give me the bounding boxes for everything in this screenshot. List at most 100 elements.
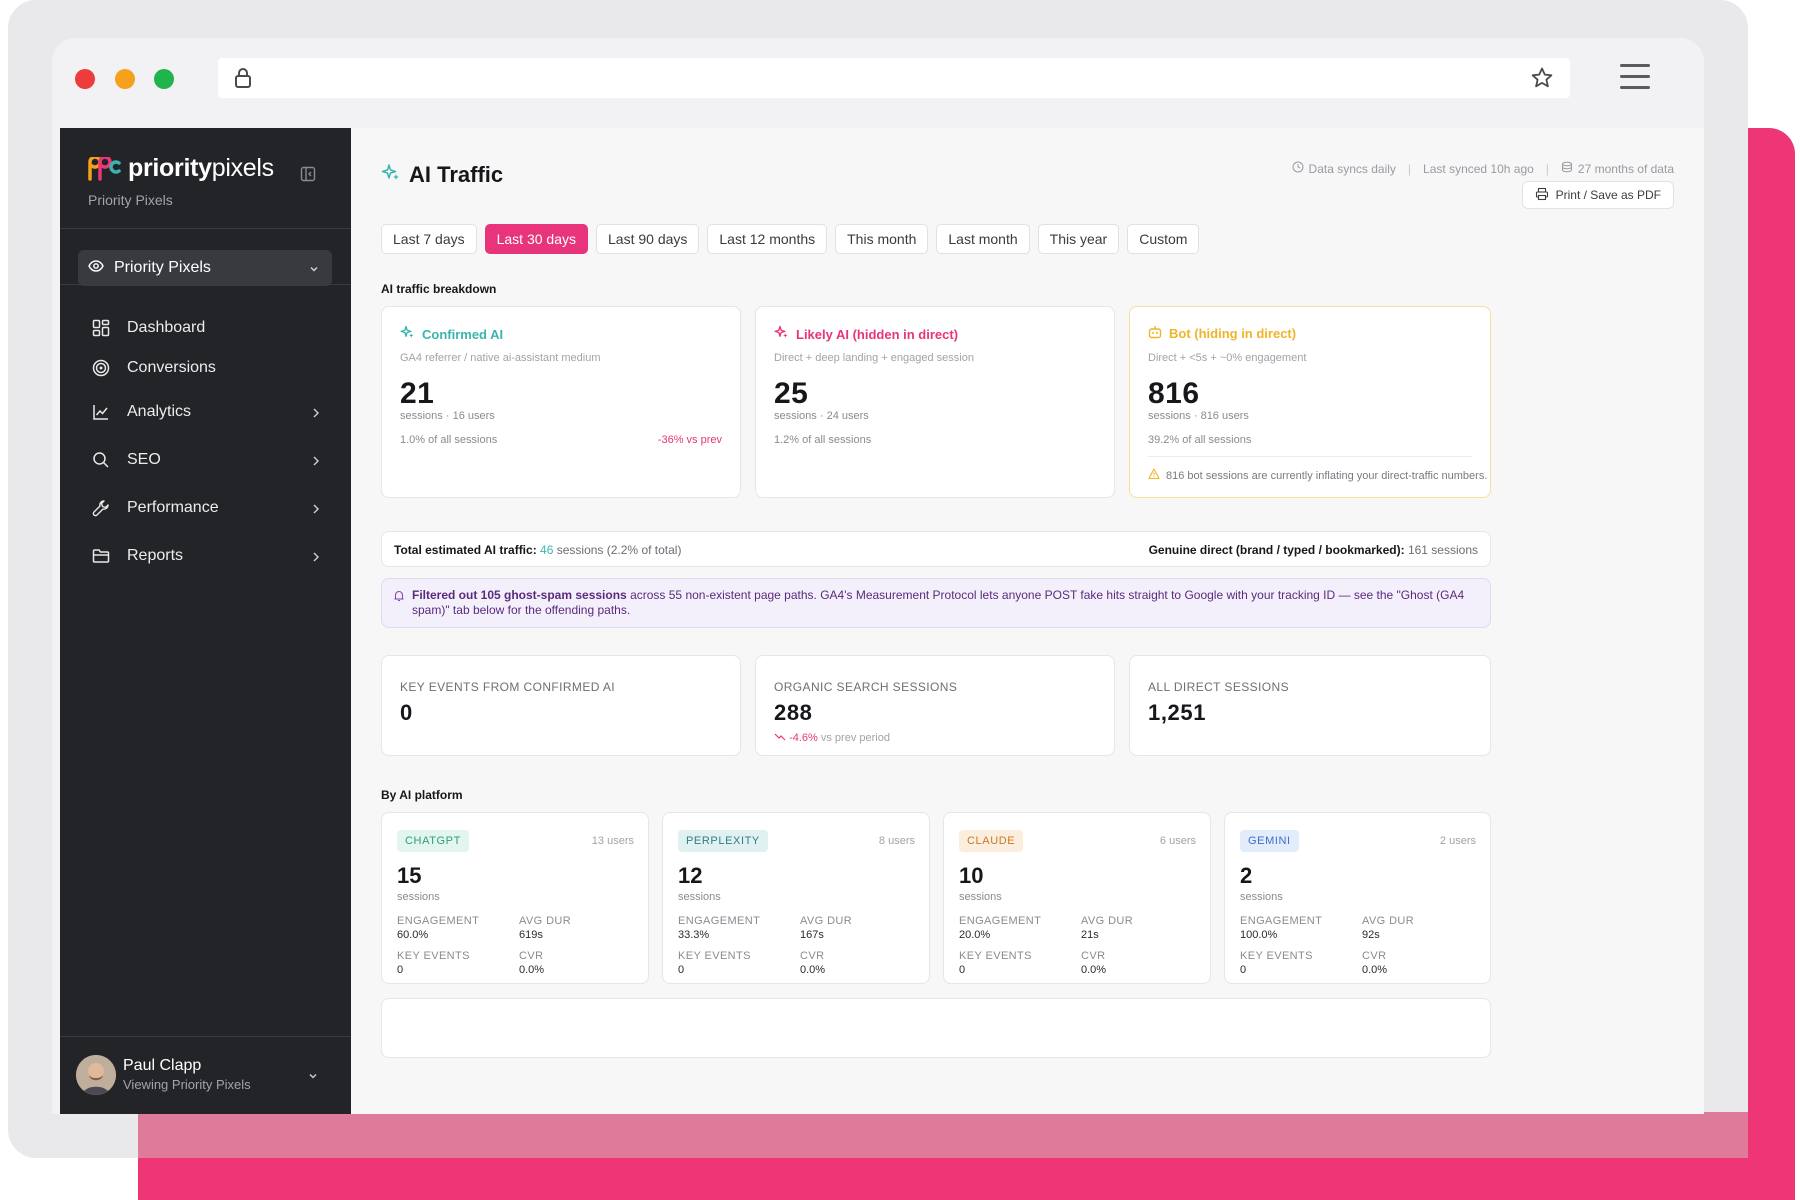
stat-card-all-direct: ALL DIRECT SESSIONS 1,251 [1129, 655, 1491, 756]
likely-ai-card: Likely AI (hidden in direct) Direct + de… [755, 306, 1115, 498]
bot-warning-text: 816 bot sessions are currently inflating… [1166, 469, 1488, 482]
last-synced: Last synced 10h ago [1423, 161, 1534, 176]
metric-value: 167s [800, 929, 824, 941]
sidebar-divider [60, 284, 351, 285]
metric-value: 33.3% [678, 929, 710, 941]
metric-value: 0 [678, 964, 685, 976]
stat-card-organic-search: ORGANIC SEARCH SESSIONS 288 -4.6% vs pre… [755, 655, 1115, 756]
property-selector[interactable]: Priority Pixels [78, 250, 332, 286]
card-divider [1148, 456, 1472, 457]
metric-label: KEY EVENTS [959, 950, 1032, 962]
platform-badge: PERPLEXITY [678, 830, 768, 852]
sidebar-item-reports[interactable]: Reports [60, 532, 351, 580]
target-icon [90, 357, 112, 379]
platform-sessions-label: sessions [397, 891, 440, 903]
close-window-button[interactable] [75, 69, 95, 89]
filter-last-7-days[interactable]: Last 7 days [381, 224, 477, 254]
metric-value: 20.0% [959, 929, 991, 941]
metric-label: KEY EVENTS [678, 950, 751, 962]
metric-label: CVR [1081, 950, 1106, 962]
metric-value: 0.0% [800, 964, 826, 976]
user-menu[interactable]: Paul Clapp Viewing Priority Pixels [60, 1036, 351, 1114]
print-button-label: Print / Save as PDF [1555, 188, 1661, 202]
maximize-window-button[interactable] [154, 69, 174, 89]
app: prioritypixels Priority Pixels Priority … [60, 128, 1704, 1114]
metric-value: 0.0% [1081, 964, 1107, 976]
bookmark-star-icon[interactable] [1530, 66, 1554, 95]
brand-logo[interactable]: prioritypixels [88, 154, 274, 183]
genuine-direct-value: 161 sessions [1407, 543, 1478, 557]
sidebar-item-label: Reports [127, 547, 184, 564]
printer-icon [1535, 187, 1556, 204]
warning-icon [1148, 468, 1166, 483]
folder-icon [90, 545, 112, 567]
metric-value: 100.0% [1240, 929, 1278, 941]
lock-icon [234, 67, 252, 94]
chevron-down-icon [307, 1069, 319, 1087]
metric-value: 0 [397, 964, 404, 976]
section-heading: AI traffic breakdown [381, 282, 497, 296]
sidebar-item-seo[interactable]: SEO [60, 436, 351, 484]
metric-label: CVR [1362, 950, 1387, 962]
sidebar-item-conversions[interactable]: Conversions [60, 348, 351, 388]
chevron-right-icon [311, 454, 321, 472]
metric-label: ENGAGEMENT [959, 915, 1042, 927]
browser-menu-icon[interactable] [1620, 64, 1650, 90]
metric-label: ENGAGEMENT [397, 915, 480, 927]
stat-delta-text: vs prev period [820, 732, 890, 744]
print-button[interactable]: Print / Save as PDF [1521, 181, 1674, 209]
filter-custom[interactable]: Custom [1127, 224, 1200, 254]
data-range: 27 months of data [1577, 161, 1674, 176]
stat-value: 1,251 [1148, 700, 1207, 725]
platform-sessions-label: sessions [959, 891, 1002, 903]
confirmed-ai-card: Confirmed AI GA4 referrer / native ai-as… [381, 306, 741, 498]
metric-label: CVR [800, 950, 825, 962]
platform-users: 8 users [878, 835, 915, 847]
filter-last-90-days[interactable]: Last 90 days [596, 224, 700, 254]
filter-last-30-days[interactable]: Last 30 days [484, 224, 588, 254]
date-range-filters: Last 7 days Last 30 days Last 90 days La… [381, 224, 1207, 254]
filter-this-month[interactable]: This month [835, 224, 929, 254]
platform-badge: GEMINI [1240, 830, 1299, 852]
chevron-right-icon [311, 550, 321, 568]
address-bar[interactable] [218, 58, 1570, 98]
sidebar-divider [60, 228, 351, 229]
section-heading: By AI platform [381, 788, 463, 802]
filter-last-month[interactable]: Last month [936, 224, 1030, 254]
metric-value: 92s [1362, 929, 1380, 941]
chevron-right-icon [311, 406, 321, 424]
genuine-direct-label: Genuine direct (brand / typed / bookmark… [1148, 543, 1405, 557]
sidebar-item-label: Performance [127, 499, 219, 516]
bell-icon [393, 590, 405, 606]
search-icon [90, 449, 112, 471]
sidebar-item-label: SEO [127, 451, 161, 468]
minimize-window-button[interactable] [115, 69, 135, 89]
filter-last-12-months[interactable]: Last 12 months [707, 224, 828, 254]
brand-name-light: pixels [211, 154, 274, 182]
stat-label: ORGANIC SEARCH SESSIONS [774, 680, 958, 694]
sidebar-item-label: Analytics [127, 403, 192, 420]
card-title: Confirmed AI [422, 326, 504, 342]
platform-sessions: 10 [959, 863, 984, 888]
card-value: 25 [774, 377, 809, 410]
card-title: Likely AI (hidden in direct) [796, 326, 959, 342]
card-percentage: 1.2% of all sessions [774, 434, 872, 446]
card-title: Bot (hiding in direct) [1169, 326, 1297, 341]
platform-sessions: 15 [397, 863, 422, 888]
stat-label: ALL DIRECT SESSIONS [1148, 680, 1289, 694]
brand-name-bold: priority [128, 154, 212, 182]
filter-this-year[interactable]: This year [1037, 224, 1120, 254]
sidebar-item-analytics[interactable]: Analytics [60, 388, 351, 436]
browser-titlebar [52, 38, 1704, 128]
sidebar-item-dashboard[interactable]: Dashboard [60, 308, 351, 348]
card-value: 816 [1148, 377, 1200, 410]
metric-label: KEY EVENTS [397, 950, 470, 962]
notice-bold: Filtered out 105 ghost-spam sessions [412, 588, 627, 602]
user-context: Viewing Priority Pixels [123, 1077, 251, 1092]
total-ai-label: Total estimated AI traffic: [394, 543, 537, 557]
sidebar-item-performance[interactable]: Performance [60, 484, 351, 532]
collapse-sidebar-icon[interactable] [300, 166, 316, 187]
chevron-right-icon [311, 502, 321, 520]
user-name: Paul Clapp [123, 1057, 202, 1074]
sparkles-icon [400, 325, 415, 343]
